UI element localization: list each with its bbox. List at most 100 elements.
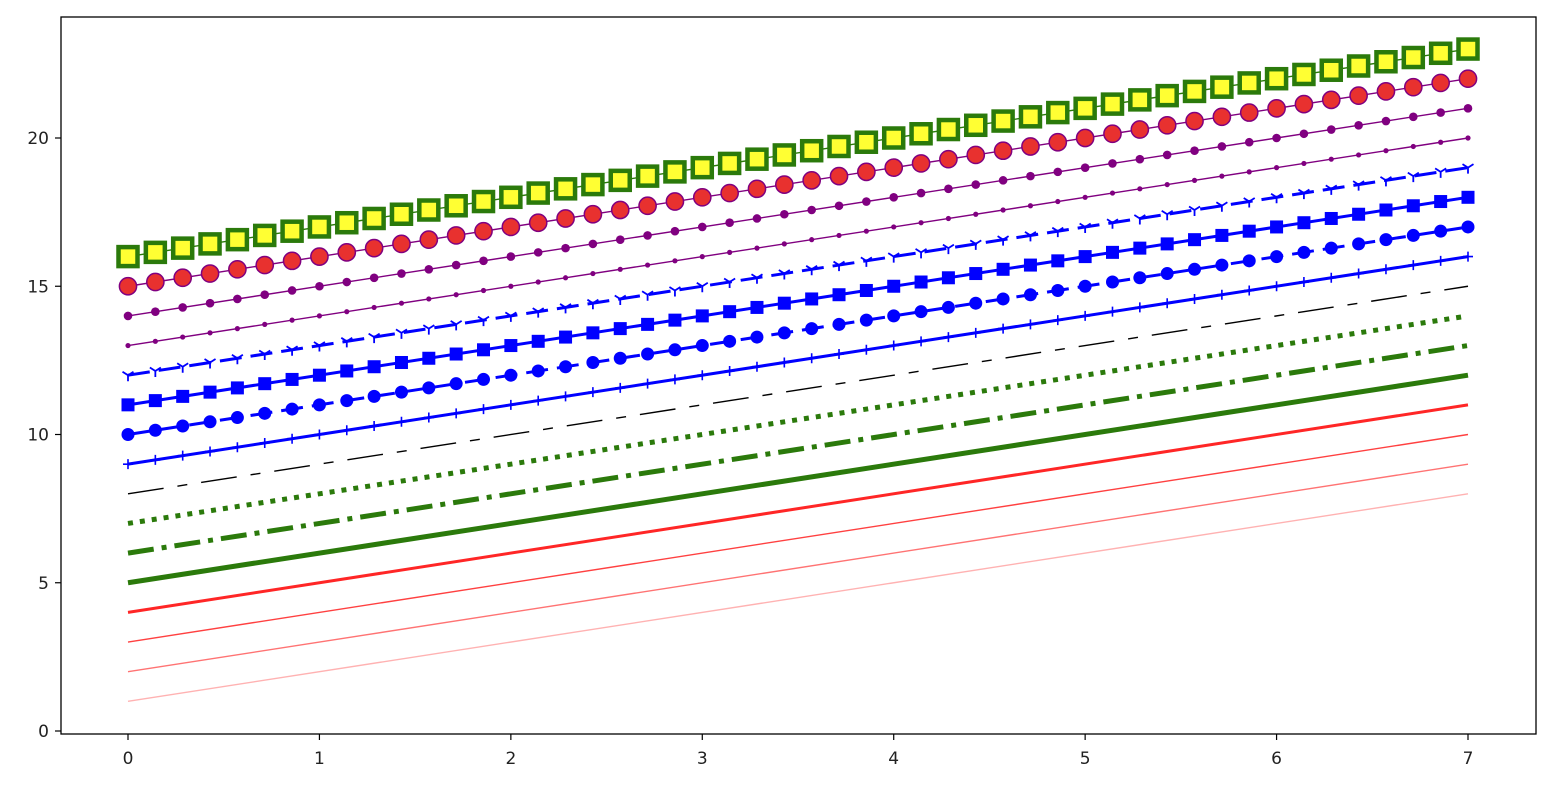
data-point: [1267, 99, 1286, 118]
data-point: [260, 290, 270, 300]
data-point: [964, 113, 988, 138]
data-point: [1133, 271, 1147, 285]
data-point: [553, 177, 578, 201]
data-point: [1435, 255, 1446, 266]
data-point: [369, 273, 379, 283]
series-layer: [116, 37, 1480, 703]
y-tick-label: 20: [27, 129, 49, 149]
data-point: [314, 429, 325, 440]
data-point: [1130, 120, 1150, 139]
data-point: [1379, 233, 1393, 247]
data-point: [286, 345, 299, 356]
data-point: [887, 252, 900, 263]
data-point: [668, 313, 682, 327]
data-point: [450, 320, 463, 331]
data-point: [861, 344, 872, 355]
data-point: [394, 385, 408, 399]
data-point: [884, 158, 904, 177]
data-point: [285, 372, 299, 386]
data-point: [480, 287, 487, 294]
data-point: [417, 198, 441, 222]
data-point: [613, 322, 627, 336]
data-point: [1461, 220, 1475, 234]
data-point: [1105, 245, 1119, 259]
data-point: [122, 370, 134, 382]
data-point: [1403, 77, 1423, 97]
data-point: [368, 332, 381, 344]
axes-frame: [60, 16, 1537, 735]
data-point: [453, 292, 459, 298]
line-path: [127, 78, 1469, 287]
data-point: [505, 399, 516, 410]
data-point: [449, 347, 463, 361]
line-path: [127, 137, 1469, 347]
data-point: [231, 353, 244, 365]
data-point: [1133, 241, 1147, 255]
data-point: [262, 321, 268, 327]
data-point: [1380, 264, 1391, 275]
data-point: [724, 365, 735, 376]
data-point: [1297, 188, 1310, 200]
data-point: [1244, 137, 1254, 147]
series-line-13: [125, 135, 1471, 349]
data-point: [532, 307, 545, 318]
data-point: [178, 303, 187, 312]
y-axis: 0 5 10 15 20: [27, 129, 61, 742]
data-point: [1297, 245, 1311, 259]
data-point: [477, 343, 491, 357]
data-point: [1458, 69, 1478, 89]
series-line-1: [127, 493, 1469, 703]
data-point: [1051, 254, 1065, 268]
data-point: [993, 141, 1013, 161]
data-point: [829, 166, 849, 186]
data-point: [1107, 306, 1118, 317]
x-tick-label: 5: [1080, 749, 1091, 769]
data-point: [1243, 197, 1256, 208]
data-point: [669, 374, 680, 385]
data-point: [1297, 216, 1311, 230]
data-point: [1106, 218, 1119, 229]
data-point: [725, 218, 734, 228]
data-point: [809, 237, 815, 243]
data-point: [1155, 83, 1179, 108]
data-point: [1025, 319, 1036, 330]
data-point: [1410, 143, 1416, 150]
line-path: [127, 313, 1469, 526]
x-tick-label: 3: [697, 749, 708, 769]
data-point: [836, 232, 842, 239]
data-point: [663, 160, 687, 184]
data-point: [1294, 94, 1314, 114]
data-point: [504, 311, 517, 322]
data-point: [945, 215, 952, 222]
data-point: [528, 213, 548, 233]
data-point: [969, 296, 983, 310]
data-point: [1079, 222, 1092, 233]
data-point: [936, 117, 961, 142]
data-point: [423, 412, 434, 423]
data-point: [583, 204, 603, 224]
data-point: [340, 337, 353, 348]
data-point: [1273, 165, 1280, 171]
data-point: [1217, 142, 1227, 151]
data-point: [312, 368, 326, 382]
data-point: [745, 147, 769, 171]
data-point: [1134, 302, 1145, 313]
data-point: [449, 377, 463, 391]
data-point: [233, 294, 242, 304]
data-point: [422, 351, 436, 365]
y-tick-label: 15: [27, 277, 49, 297]
data-point: [422, 381, 436, 395]
data-point: [204, 358, 217, 369]
data-point: [1354, 120, 1363, 130]
data-point: [205, 298, 215, 308]
data-point: [915, 248, 928, 259]
data-point: [362, 206, 386, 231]
data-point: [970, 327, 981, 338]
data-point: [478, 404, 489, 415]
data-point: [1324, 241, 1338, 255]
data-point: [1456, 37, 1480, 61]
data-point: [426, 296, 432, 302]
data-point: [1162, 150, 1172, 160]
data-point: [392, 234, 411, 254]
series-line-12: [122, 163, 1474, 382]
